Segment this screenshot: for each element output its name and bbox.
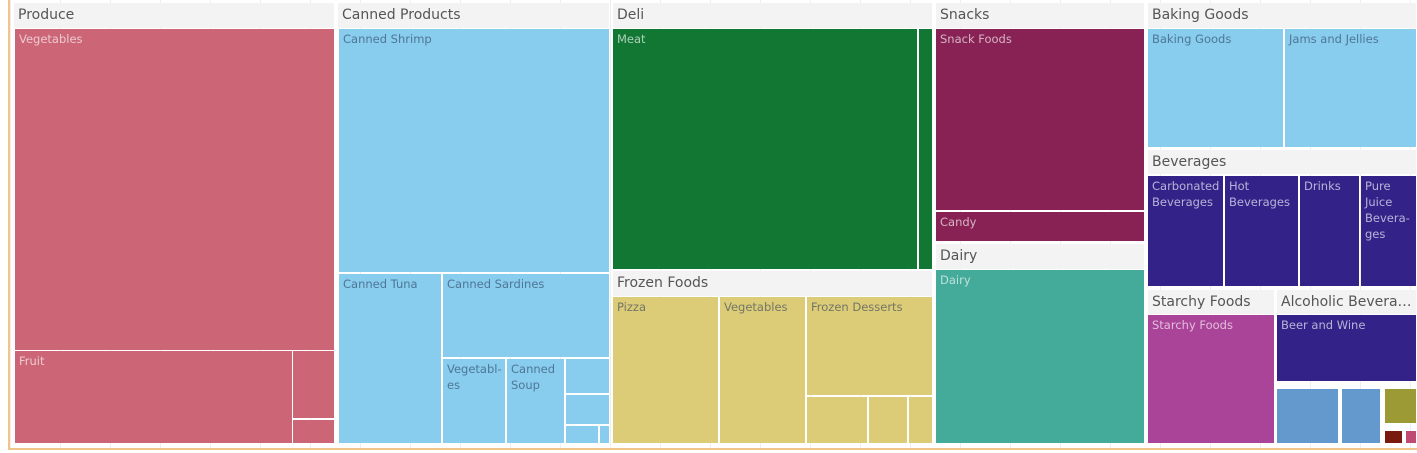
treemap-tile[interactable] xyxy=(600,426,609,443)
group-header-4[interactable]: Snacks xyxy=(936,3,1144,28)
treemap-tile[interactable] xyxy=(293,420,334,443)
treemap-tile[interactable]: Hot Beverages xyxy=(1225,176,1298,286)
group-header-8[interactable]: Starchy Foods xyxy=(1148,290,1274,314)
group-header-7[interactable]: Beverages xyxy=(1148,150,1416,174)
treemap-tile[interactable] xyxy=(1385,431,1402,443)
treemap-tile[interactable]: Pure Juice Bevera-ges xyxy=(1361,176,1416,286)
treemap-tile[interactable]: Carbonated Beverages xyxy=(1148,176,1223,286)
treemap-tile[interactable]: Canned Tuna xyxy=(339,274,441,443)
treemap-tile[interactable]: Pizza xyxy=(613,297,718,443)
treemap-tile[interactable]: Dairy xyxy=(936,270,1144,443)
group-header-3[interactable]: Frozen Foods xyxy=(613,271,932,296)
group-header-0[interactable]: Produce xyxy=(14,3,334,28)
group-header-1[interactable]: Canned Products xyxy=(338,3,609,28)
treemap-tile[interactable] xyxy=(566,395,609,424)
treemap-tile[interactable] xyxy=(566,359,609,393)
treemap-tile[interactable] xyxy=(909,397,932,443)
group-header-6[interactable]: Baking Goods xyxy=(1148,3,1416,28)
treemap-tile[interactable]: Meat xyxy=(613,29,917,269)
treemap-tile[interactable] xyxy=(1406,431,1416,443)
selection-frame xyxy=(8,0,1417,450)
treemap-tile[interactable]: Canned Shrimp xyxy=(339,29,609,272)
group-header-2[interactable]: Deli xyxy=(613,3,932,28)
treemap-tile[interactable]: Snack Foods xyxy=(936,29,1144,210)
treemap-tile[interactable]: Jams and Jellies xyxy=(1285,29,1416,147)
treemap-tile[interactable] xyxy=(1342,389,1380,443)
treemap-tile[interactable]: Drinks xyxy=(1300,176,1359,286)
treemap-tile[interactable]: Candy xyxy=(936,212,1144,241)
treemap-tile[interactable] xyxy=(807,397,867,443)
treemap-tile[interactable]: Vegetables xyxy=(15,29,334,350)
treemap-tile[interactable]: Vegetabl-es xyxy=(443,359,505,443)
treemap-tile[interactable]: Fruit xyxy=(15,351,292,443)
treemap-tile[interactable]: Beer and Wine xyxy=(1277,315,1416,381)
treemap-tile[interactable] xyxy=(1385,389,1416,423)
treemap-tile[interactable] xyxy=(293,351,334,418)
treemap-tile[interactable] xyxy=(566,426,598,443)
treemap-tile[interactable]: Canned Sardines xyxy=(443,274,609,357)
group-header-9[interactable]: Alcoholic Beverag... xyxy=(1277,290,1416,314)
treemap-tile[interactable]: Baking Goods xyxy=(1148,29,1283,147)
treemap-tile[interactable] xyxy=(919,29,932,269)
treemap-tile[interactable] xyxy=(869,397,907,443)
group-header-5[interactable]: Dairy xyxy=(936,244,1144,269)
treemap-tile[interactable]: Vegetables xyxy=(720,297,805,443)
treemap-tile[interactable]: Frozen Desserts xyxy=(807,297,932,395)
treemap-tile[interactable]: Canned Soup xyxy=(507,359,564,443)
treemap-tile[interactable]: Starchy Foods xyxy=(1148,315,1274,443)
treemap-tile[interactable] xyxy=(1277,389,1338,443)
